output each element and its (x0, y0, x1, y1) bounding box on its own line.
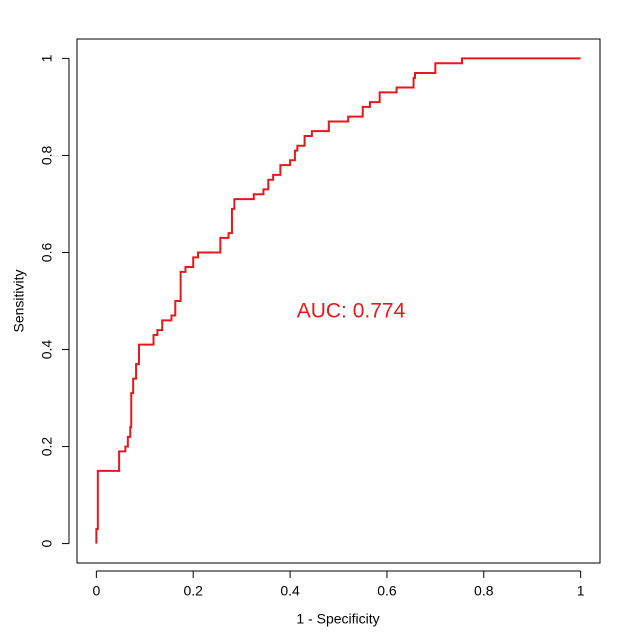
y-tick-label: 0.4 (39, 340, 55, 360)
x-tick-label: 0 (92, 583, 100, 599)
x-tick-label: 0.2 (183, 583, 203, 599)
x-tick-label: 1 (577, 583, 585, 599)
y-tick-label: 0 (39, 539, 55, 547)
annotation: AUC: 0.774 (297, 300, 406, 323)
plot-box (76, 38, 601, 564)
y-tick-label: 1 (39, 54, 55, 62)
roc-curve (95, 57, 581, 544)
y-tick-label: 0.8 (39, 146, 55, 166)
y-tick-label: 0.2 (39, 437, 55, 457)
y-tick-label: 0.6 (39, 243, 55, 263)
x-tick-label: 0.8 (474, 583, 494, 599)
x-tick-label: 0.6 (377, 583, 397, 599)
x-tick-label: 0.4 (280, 583, 300, 599)
x-axis-label: 1 - Specificity (296, 611, 379, 627)
y-axis-label: Sensitivity (11, 269, 27, 332)
